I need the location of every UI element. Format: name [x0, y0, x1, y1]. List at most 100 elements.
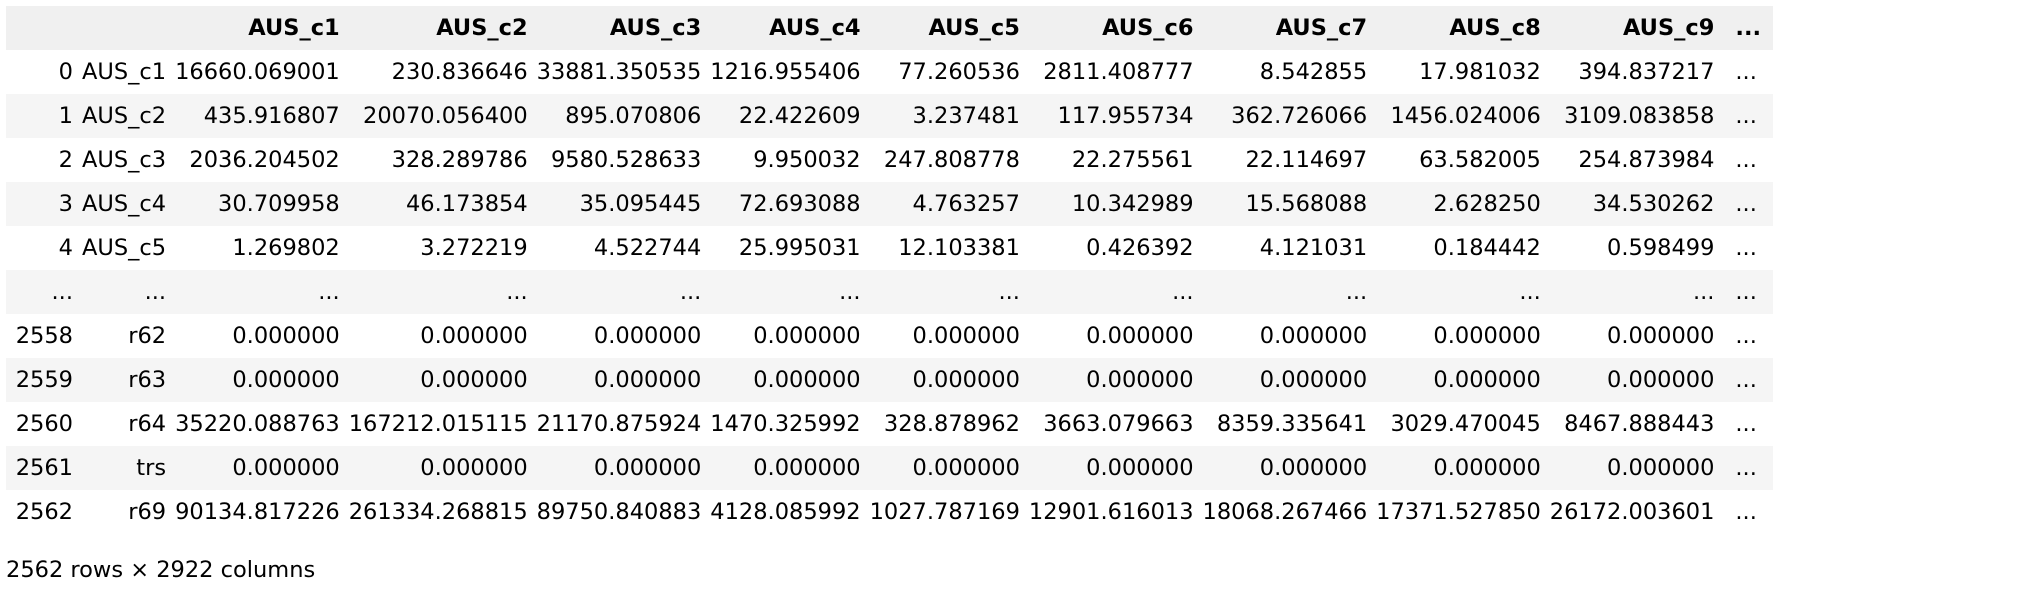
column-header: AUS_c9 [1549, 6, 1724, 50]
truncated-columns-ellipsis: ... [1723, 402, 1774, 446]
table-cell: 77.260536 [869, 50, 1029, 94]
table-cell: 0.000000 [869, 314, 1029, 358]
table-cell: 0.000000 [1376, 358, 1550, 402]
table-cell: 0.000000 [1549, 314, 1724, 358]
table-cell: 0.000000 [1376, 446, 1550, 490]
column-header: AUS_c2 [348, 6, 537, 50]
column-header: AUS_c7 [1202, 6, 1377, 50]
row-label: AUS_c1 [82, 50, 176, 94]
row-label: ... [82, 270, 176, 314]
row-index: 4 [6, 226, 82, 270]
table-cell: 8467.888443 [1549, 402, 1724, 446]
row-index: ... [6, 270, 82, 314]
truncated-columns-ellipsis: ... [1723, 314, 1774, 358]
table-cell: 1470.325992 [710, 402, 870, 446]
row-label: AUS_c4 [82, 182, 176, 226]
table-cell: 3029.470045 [1376, 402, 1550, 446]
table-cell: 1456.024006 [1376, 94, 1550, 138]
table-row: .................................... [6, 270, 1774, 314]
column-header: AUS_c3 [536, 6, 711, 50]
table-cell: 0.000000 [175, 446, 349, 490]
table-body: 0 AUS_c1 16660.069001 230.836646 33881.35053… [6, 50, 1774, 534]
table-cell: 35.095445 [536, 182, 711, 226]
truncated-columns-ellipsis: ... [1723, 50, 1774, 94]
row-label: AUS_c5 [82, 226, 176, 270]
dataframe-table: AUS_c1 AUS_c2 AUS_c3 AUS_c4 AUS_c5 AUS_c… [6, 6, 1774, 534]
table-cell: 22.275561 [1028, 138, 1203, 182]
row-label: r64 [82, 402, 176, 446]
table-cell: 261334.268815 [348, 490, 537, 534]
table-cell: 3.237481 [869, 94, 1029, 138]
table-cell: 8.542855 [1202, 50, 1377, 94]
table-row: 2558 r62 0.000000 0.000000 0.000000 0.000000 0… [6, 314, 1774, 358]
table-cell: 0.000000 [710, 358, 870, 402]
table-cell: 0.184442 [1376, 226, 1550, 270]
row-label: trs [82, 446, 176, 490]
row-label: r62 [82, 314, 176, 358]
column-header: AUS_c6 [1028, 6, 1203, 50]
column-header-index [6, 6, 82, 50]
table-cell: 2811.408777 [1028, 50, 1203, 94]
table-cell: 0.000000 [536, 358, 711, 402]
header-row: AUS_c1 AUS_c2 AUS_c3 AUS_c4 AUS_c5 AUS_c… [6, 6, 1774, 50]
truncated-columns-ellipsis: ... [1723, 446, 1774, 490]
table-cell: 0.000000 [175, 314, 349, 358]
table-cell: 435.916807 [175, 94, 349, 138]
row-label: r69 [82, 490, 176, 534]
table-cell: 2036.204502 [175, 138, 349, 182]
table-cell: ... [1376, 270, 1550, 314]
table-cell: 328.878962 [869, 402, 1029, 446]
table-cell: 0.000000 [536, 314, 711, 358]
table-cell: 0.000000 [869, 358, 1029, 402]
table-cell: 10.342989 [1028, 182, 1203, 226]
truncated-columns-ellipsis: ... [1723, 490, 1774, 534]
table-cell: 0.000000 [1549, 446, 1724, 490]
table-cell: 35220.088763 [175, 402, 349, 446]
truncated-columns-ellipsis: ... [1723, 94, 1774, 138]
table-cell: 0.000000 [1202, 446, 1377, 490]
table-cell: 0.000000 [710, 446, 870, 490]
table-cell: 3663.079663 [1028, 402, 1203, 446]
table-cell: 362.726066 [1202, 94, 1377, 138]
table-cell: 90134.817226 [175, 490, 349, 534]
column-header: AUS_c4 [710, 6, 870, 50]
table-cell: 230.836646 [348, 50, 537, 94]
table-cell: ... [1028, 270, 1203, 314]
column-header-label [82, 6, 176, 50]
table-cell: 12901.616013 [1028, 490, 1203, 534]
table-cell: 46.173854 [348, 182, 537, 226]
table-cell: 0.426392 [1028, 226, 1203, 270]
table-cell: 20070.056400 [348, 94, 537, 138]
row-index: 3 [6, 182, 82, 226]
table-cell: 15.568088 [1202, 182, 1377, 226]
table-cell: 21170.875924 [536, 402, 711, 446]
table-cell: 30.709958 [175, 182, 349, 226]
table-cell: 0.000000 [1028, 358, 1203, 402]
table-cell: 0.598499 [1549, 226, 1724, 270]
table-cell: ... [175, 270, 349, 314]
table-cell: 167212.015115 [348, 402, 537, 446]
table-cell: 254.873984 [1549, 138, 1724, 182]
table-cell: 9580.528633 [536, 138, 711, 182]
table-cell: 17371.527850 [1376, 490, 1550, 534]
truncated-columns-ellipsis: ... [1723, 138, 1774, 182]
table-cell: 34.530262 [1549, 182, 1724, 226]
table-cell: 0.000000 [1028, 314, 1203, 358]
row-index: 2562 [6, 490, 82, 534]
table-row: 1 AUS_c2 435.916807 20070.056400 895.070806 2… [6, 94, 1774, 138]
table-cell: 12.103381 [869, 226, 1029, 270]
table-cell: 3.272219 [348, 226, 537, 270]
table-cell: 17.981032 [1376, 50, 1550, 94]
row-index: 2561 [6, 446, 82, 490]
table-cell: 0.000000 [710, 314, 870, 358]
table-cell: 0.000000 [348, 446, 537, 490]
table-row: 4 AUS_c5 1.269802 3.272219 4.522744 25.995031… [6, 226, 1774, 270]
truncated-columns-ellipsis: ... [1723, 270, 1774, 314]
table-cell: 394.837217 [1549, 50, 1724, 94]
dataframe-output: AUS_c1 AUS_c2 AUS_c3 AUS_c4 AUS_c5 AUS_c… [6, 6, 1774, 534]
table-cell: ... [348, 270, 537, 314]
table-cell: ... [869, 270, 1029, 314]
table-cell: 2.628250 [1376, 182, 1550, 226]
table-cell: 8359.335641 [1202, 402, 1377, 446]
row-index: 1 [6, 94, 82, 138]
